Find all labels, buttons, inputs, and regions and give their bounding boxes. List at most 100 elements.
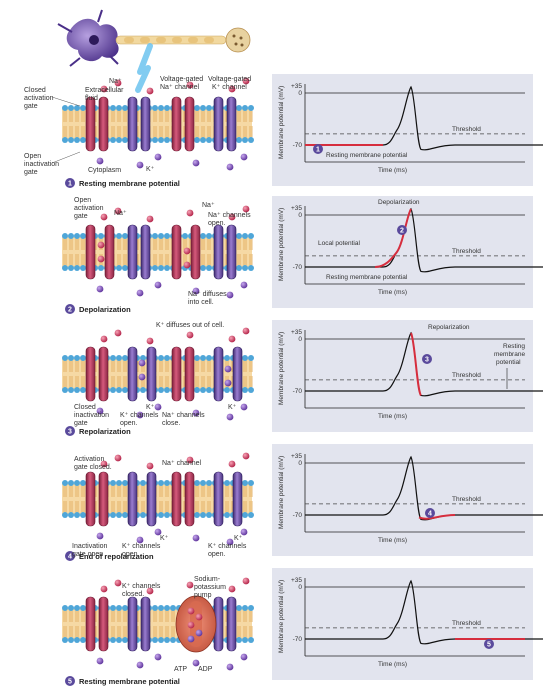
highlight-hyperpolarization	[418, 514, 456, 520]
label-inact-open-1: Inactivation	[72, 543, 108, 550]
panel-caption: Repolarization	[79, 427, 131, 436]
k-ion	[96, 657, 104, 665]
na-ion	[114, 207, 122, 215]
step-badge-1: 1	[65, 178, 75, 188]
k-ion	[224, 379, 232, 387]
action-potential-curve	[305, 579, 543, 645]
panel-2-labels: Open activation gate Na⁺ Na⁺ Na⁺ channel…	[74, 197, 251, 306]
label-vg-k-1: Voltage-gated	[208, 76, 251, 83]
label-na-channels-close-1: Na⁺ channels	[162, 412, 205, 419]
k-channel-4	[213, 96, 237, 152]
y-tick-label: +35	[291, 83, 302, 90]
na-ion	[146, 337, 154, 345]
k-ion	[96, 407, 104, 415]
label-na: Na⁺	[109, 78, 122, 85]
label-closed-1: Closed	[24, 87, 46, 94]
label-na-channels-open-1: Na⁺ channels	[208, 212, 251, 219]
y-tick-label: -70	[293, 636, 303, 643]
label-adp: ADP	[198, 666, 213, 673]
k-channel-2	[127, 224, 151, 280]
label-cytoplasm: Cytoplasm	[88, 167, 121, 174]
label-k-b: K⁺	[228, 404, 237, 411]
k-ion	[226, 663, 234, 671]
label-resting-potential: Resting membrane potential	[326, 152, 408, 159]
threshold-label: Threshold	[452, 372, 481, 379]
y-tick-label: 0	[298, 90, 302, 97]
label-inact-open-2: gate open	[72, 551, 103, 558]
y-tick-label: -70	[293, 512, 303, 519]
step-badge-2: 2	[65, 304, 75, 314]
highlight-local-potential	[374, 251, 398, 268]
label-pump-2: potassium	[194, 584, 226, 591]
label-open-activation-3: gate	[74, 213, 88, 220]
step-number: 1	[68, 181, 72, 188]
y-axis-label: Membrane potential (mV)	[278, 208, 285, 281]
membrane-potential-graph-3: +350 -70 Membrane potential (mV) Time (ms) T…	[272, 320, 543, 432]
label-repolarization: Repolarization	[428, 324, 470, 331]
k-ion	[224, 365, 232, 373]
y-tick-label: 0	[298, 212, 302, 219]
step-number: 2	[68, 307, 72, 314]
na-ion	[114, 579, 122, 587]
y-tick-label: -70	[293, 388, 303, 395]
label-na-channels-close-2: close.	[162, 420, 180, 427]
na-channel-1	[85, 224, 115, 280]
label-k-open-a1: K⁺ channels	[122, 543, 161, 550]
k-ion	[240, 403, 248, 411]
step-number: 4	[428, 511, 432, 518]
k-ion	[240, 153, 248, 161]
membrane-panels: 1 Resting membrane potential 2 Depolarizati…	[62, 77, 254, 686]
panel-1-labels: Na⁺ Extracellular fluid Voltage-gated Na…	[24, 76, 251, 176]
label-open-1: Open	[24, 153, 41, 160]
label-pump-3: pump	[194, 592, 212, 599]
label-open-2: inactivation	[24, 161, 59, 168]
label-k-open-b2: open.	[208, 551, 226, 558]
label-na-diffuses-2: into cell.	[188, 299, 214, 306]
label-k-a: K⁺	[146, 404, 155, 411]
label-activation-closed-2: gate closed.	[74, 464, 112, 471]
label-depolarization: Depolarization	[378, 199, 420, 206]
na-ion	[186, 331, 194, 339]
na-channel-3	[171, 96, 195, 152]
sodium-potassium-pump	[175, 595, 217, 653]
label-activation-closed-1: Activation	[74, 456, 104, 463]
label-closed-2: activation	[24, 95, 54, 102]
membrane-panel-1: 1 Resting membrane potential	[62, 77, 254, 188]
k-channel-2	[127, 596, 151, 652]
y-tick-label: +35	[291, 453, 302, 460]
y-axis-label: Membrane potential (mV)	[278, 86, 285, 159]
k-ion	[138, 359, 146, 367]
membrane-potential-graph-1: +350 -70 Membrane potential (mV) Time (ms) T…	[272, 74, 543, 186]
step-number: 4	[68, 554, 72, 561]
action-potential-curve	[305, 85, 543, 151]
na-channel-1	[85, 471, 109, 527]
step-number: 3	[68, 429, 72, 436]
label-closed-inact-3: gate	[74, 420, 88, 427]
na-ion	[146, 87, 154, 95]
membrane-potential-graph-2: +350 -70 Membrane potential (mV) Time (ms) T…	[272, 196, 543, 308]
threshold-label: Threshold	[452, 620, 481, 627]
membrane-panel-3: 3 Repolarization	[62, 327, 254, 436]
label-vg-na-2: Na⁺ channel	[160, 84, 200, 91]
x-axis-label: Time (ms)	[378, 413, 407, 420]
membrane-panel-5: 5 Resting membrane potential	[62, 577, 254, 686]
k-ion	[96, 157, 104, 165]
na-ion	[228, 585, 236, 593]
label-extracellular: Extracellular	[85, 87, 124, 94]
label-k-closed-2: closed.	[122, 591, 144, 598]
label-k-channels-open-1: K⁺ channels	[120, 412, 159, 419]
na-ion	[242, 327, 250, 335]
label-k-diffuses: K⁺ diffuses out of cell.	[156, 322, 224, 329]
na-channel-1	[85, 596, 109, 652]
label-closed-inact-1: Closed	[74, 404, 96, 411]
k-ion	[136, 661, 144, 669]
k-ion	[192, 287, 200, 295]
k-ion	[136, 161, 144, 169]
k-channel-4	[213, 596, 237, 652]
y-tick-label: +35	[291, 329, 302, 336]
step-number: 2	[400, 228, 404, 235]
panel-caption: End of repolarization	[79, 552, 154, 561]
k-ion	[192, 159, 200, 167]
k-channel-2	[127, 471, 157, 527]
